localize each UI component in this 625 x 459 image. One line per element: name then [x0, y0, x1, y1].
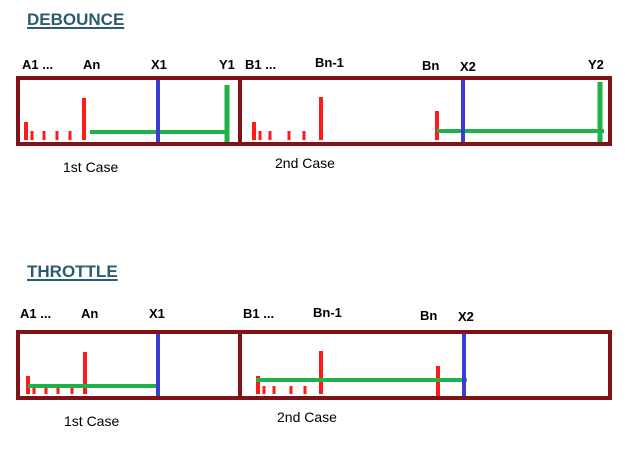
label-bn-1: Bn-1 — [313, 305, 342, 320]
throttle-case2-caption: 2nd Case — [277, 409, 337, 425]
label-x2: X2 — [460, 59, 476, 74]
label-y1: Y1 — [219, 57, 235, 72]
label-a1: A1 ... — [22, 57, 54, 72]
label-x2: X2 — [458, 309, 474, 324]
label-x1: X1 — [151, 57, 167, 72]
throttle-title: THROTTLE — [27, 262, 118, 281]
label-x1: X1 — [149, 306, 165, 321]
label-b1: B1 ... — [245, 57, 277, 72]
debounce-case1-caption: 1st Case — [63, 159, 119, 175]
label-b1: B1 ... — [243, 306, 275, 321]
throttle-case1-caption: 1st Case — [64, 413, 120, 429]
label-an: An — [83, 57, 101, 72]
throttle-timeline — [16, 330, 612, 400]
label-a1: A1 ... — [20, 306, 52, 321]
debounce-timeline — [16, 76, 612, 146]
label-bn: Bn — [420, 308, 438, 323]
label-an: An — [81, 306, 99, 321]
throttle-frame — [16, 330, 612, 400]
label-bn-1: Bn-1 — [315, 55, 344, 70]
debounce-frame — [16, 76, 612, 146]
label-bn: Bn — [422, 58, 440, 73]
debounce-case2-caption: 2nd Case — [275, 155, 335, 171]
label-y2: Y2 — [588, 57, 604, 72]
debounce-title: DEBOUNCE — [27, 10, 125, 29]
